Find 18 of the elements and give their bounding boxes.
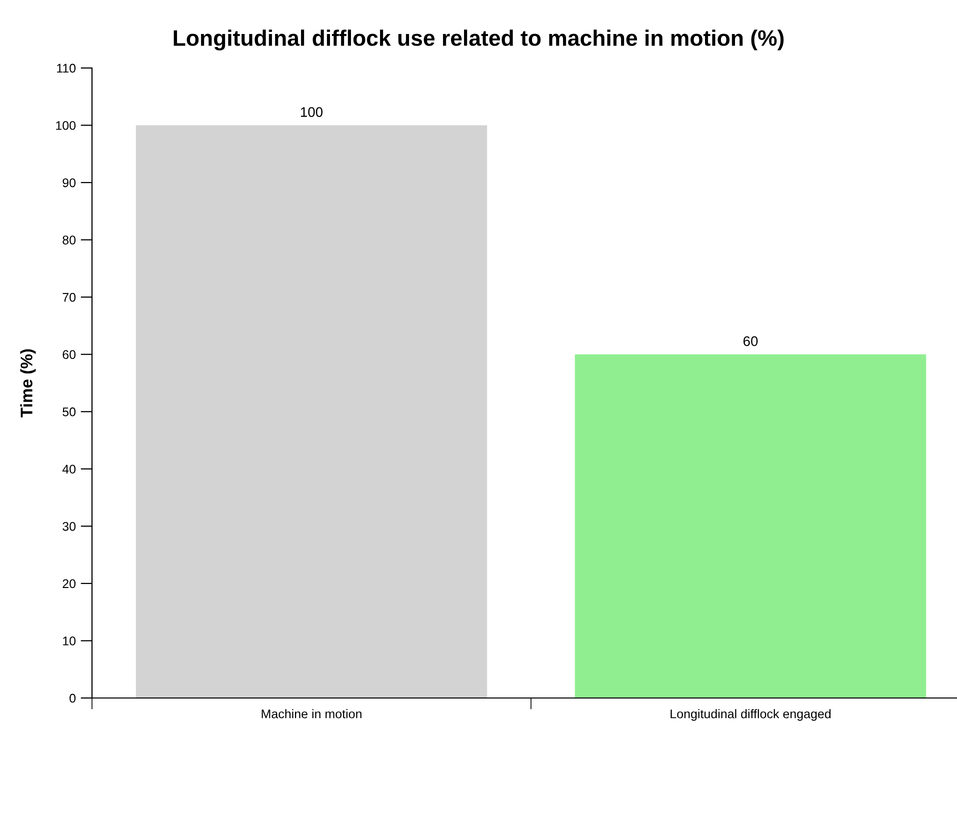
y-tick-label: 50 — [62, 407, 76, 416]
y-tick-label: 60 — [62, 350, 76, 360]
y-tick-label: 90 — [62, 178, 76, 188]
y-tick-label: 20 — [62, 579, 76, 588]
y-tick-label: 30 — [62, 522, 76, 531]
y-axis-title: Time (%) — [20, 349, 36, 418]
y-tick-label: 40 — [62, 464, 76, 474]
data-label: 100 — [300, 107, 323, 117]
y-tick-label: 100 — [56, 121, 76, 130]
x-tick-label: Machine in motion — [262, 709, 362, 718]
y-tick-label: 70 — [62, 292, 76, 302]
y-tick-label: 0 — [70, 694, 76, 703]
data-label: 60 — [743, 336, 758, 346]
y-tick-label: 10 — [63, 636, 76, 646]
chart-title: Longitudinal difflock use related to machine in motion (%) — [174, 30, 784, 50]
y-tick-label: 80 — [62, 236, 76, 244]
x-tick-label: Longitudinal difflock engaged — [670, 709, 831, 721]
y-tick-label: 110 — [57, 64, 76, 73]
